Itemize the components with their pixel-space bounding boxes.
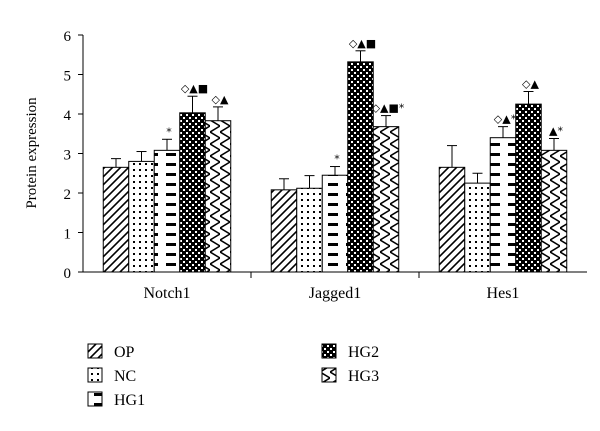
bar-hg2-notch1 xyxy=(179,112,206,273)
bars-group: *◇▲■◇▲*◇▲■◇▲■*◇▲*◇▲▲* xyxy=(102,37,568,273)
y-tick-label: 4 xyxy=(64,108,72,124)
bar-hg3-hes1 xyxy=(540,149,568,273)
legend-label-hg1: HG1 xyxy=(114,392,145,409)
significance-marker: * xyxy=(166,125,172,138)
legend-swatch-op xyxy=(87,343,103,359)
significance-marker: ◇▲■* xyxy=(372,102,405,115)
significance-marker: ◇▲ xyxy=(522,77,539,90)
bar-hg1-jagged1 xyxy=(321,174,349,273)
bar-hg2-hes1 xyxy=(515,103,542,273)
bar-nc-hes1 xyxy=(464,182,491,273)
legend-label-hg3: HG3 xyxy=(348,368,379,385)
legend-swatch-hg1 xyxy=(87,391,103,407)
y-tick-label: 2 xyxy=(64,187,72,203)
bar-hg2-jagged1 xyxy=(347,61,374,273)
bar-op-hes1 xyxy=(438,166,466,273)
x-axis: Notch1 Jagged1 Hes1 xyxy=(83,271,587,302)
y-axis: 0 1 2 3 4 5 6 xyxy=(64,29,84,282)
bar-nc-jagged1 xyxy=(296,187,323,273)
y-tick-label: 6 xyxy=(64,29,72,45)
bar-hg1-hes1 xyxy=(489,137,517,273)
legend-swatch-nc xyxy=(87,367,103,383)
x-category-label: Notch1 xyxy=(143,285,190,302)
y-axis-label: Protein expression xyxy=(24,97,40,209)
legend-label-nc: NC xyxy=(114,368,136,385)
legend-label-op: OP xyxy=(114,344,135,361)
bar-op-jagged1 xyxy=(270,189,298,273)
significance-marker: ▲* xyxy=(549,124,563,137)
significance-marker: ◇▲■ xyxy=(181,82,208,95)
legend-swatch-hg2 xyxy=(321,343,337,359)
significance-marker: ◇▲■ xyxy=(349,37,376,50)
y-tick-label: 0 xyxy=(64,266,72,282)
x-category-label: Jagged1 xyxy=(309,285,361,302)
significance-marker: ◇▲ xyxy=(212,93,229,106)
bar-nc-notch1 xyxy=(128,160,155,273)
significance-marker: * xyxy=(334,153,340,166)
bar-op-notch1 xyxy=(102,166,130,273)
bar-hg1-notch1 xyxy=(153,149,181,273)
y-tick-label: 1 xyxy=(64,227,72,243)
y-tick-label: 3 xyxy=(64,148,72,164)
bar-hg3-notch1 xyxy=(204,120,232,273)
y-tick-label: 5 xyxy=(64,69,72,85)
legend-label-hg2: HG2 xyxy=(348,344,379,361)
bar-hg3-jagged1 xyxy=(372,126,400,273)
legend-swatch-hg3 xyxy=(321,367,337,383)
legend: OP NC HG1 HG2 HG3 xyxy=(87,343,379,409)
significance-marker: ◇▲* xyxy=(494,113,517,126)
x-category-label: Hes1 xyxy=(487,285,520,302)
